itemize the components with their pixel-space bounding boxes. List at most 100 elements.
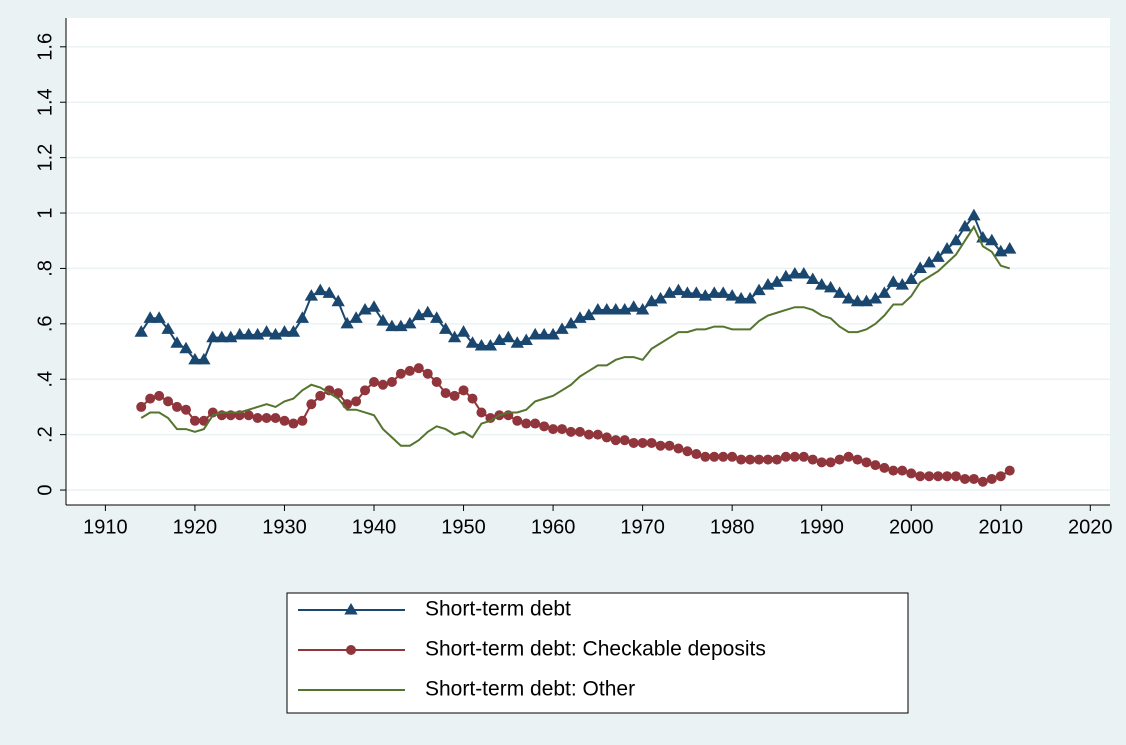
data-point bbox=[734, 291, 748, 304]
data-point bbox=[619, 435, 630, 446]
data-point bbox=[215, 330, 229, 343]
data-point bbox=[385, 319, 399, 332]
data-point bbox=[736, 454, 747, 465]
data-point bbox=[172, 401, 183, 412]
data-point bbox=[895, 278, 909, 290]
data-point bbox=[609, 302, 623, 315]
data-point bbox=[351, 396, 362, 407]
data-point bbox=[628, 437, 639, 448]
data-point bbox=[886, 275, 900, 287]
data-point bbox=[807, 454, 818, 465]
series-line bbox=[140, 224, 1011, 447]
data-point bbox=[977, 476, 988, 487]
data-point bbox=[261, 413, 272, 424]
data-point bbox=[259, 325, 274, 337]
data-point bbox=[537, 327, 551, 340]
data-point bbox=[456, 325, 471, 337]
legend-label: Short-term debt: Other bbox=[425, 678, 635, 701]
data-point bbox=[306, 399, 317, 410]
data-point bbox=[664, 440, 675, 451]
x-tick-label: 1940 bbox=[352, 516, 397, 538]
data-point bbox=[592, 429, 603, 440]
data-point bbox=[501, 330, 515, 343]
y-tick-label: .6 bbox=[34, 315, 56, 332]
data-point bbox=[530, 418, 541, 429]
data-point bbox=[950, 471, 961, 482]
data-point bbox=[798, 451, 809, 462]
data-point bbox=[922, 255, 936, 268]
data-point bbox=[403, 316, 417, 329]
data-point bbox=[404, 365, 415, 376]
data-point bbox=[340, 316, 354, 329]
x-tick-label: 1950 bbox=[441, 516, 486, 538]
data-point bbox=[940, 242, 954, 254]
data-point bbox=[557, 424, 568, 435]
data-point bbox=[528, 327, 542, 340]
data-point bbox=[754, 454, 765, 465]
data-point bbox=[788, 266, 802, 279]
data-point bbox=[198, 415, 209, 426]
data-point bbox=[924, 471, 935, 482]
data-point bbox=[564, 316, 578, 329]
data-point bbox=[565, 426, 576, 437]
data-point bbox=[431, 377, 442, 388]
legend-marker bbox=[346, 645, 356, 655]
data-point bbox=[689, 286, 703, 298]
data-point bbox=[252, 413, 263, 424]
data-point bbox=[789, 451, 800, 462]
data-point bbox=[762, 454, 773, 465]
y-tick-label: .4 bbox=[34, 371, 56, 388]
data-point bbox=[825, 457, 836, 468]
data-point bbox=[600, 302, 614, 315]
data-point bbox=[377, 379, 388, 390]
data-point bbox=[189, 415, 200, 426]
x-tick-label: 1930 bbox=[262, 516, 307, 538]
data-point bbox=[680, 286, 695, 298]
data-point bbox=[136, 401, 147, 412]
data-point bbox=[243, 410, 254, 421]
data-point bbox=[915, 471, 926, 482]
data-point bbox=[555, 322, 569, 334]
data-point bbox=[152, 311, 166, 323]
data-point bbox=[745, 454, 756, 465]
data-point bbox=[449, 390, 460, 401]
data-point bbox=[483, 338, 498, 351]
data-point bbox=[438, 322, 453, 334]
data-point bbox=[888, 465, 899, 476]
data-point bbox=[627, 300, 641, 312]
data-point bbox=[143, 311, 157, 323]
data-point bbox=[870, 460, 881, 471]
data-point bbox=[422, 368, 433, 379]
data-point bbox=[521, 418, 532, 429]
data-point bbox=[277, 325, 292, 337]
data-point bbox=[369, 377, 380, 388]
y-tick-label: 1.6 bbox=[34, 33, 56, 61]
data-point bbox=[440, 388, 451, 399]
data-point bbox=[386, 377, 397, 388]
data-point bbox=[709, 451, 720, 462]
data-point bbox=[653, 291, 668, 304]
data-point bbox=[583, 429, 594, 440]
x-tick-label: 2010 bbox=[979, 516, 1024, 538]
data-point bbox=[467, 393, 478, 404]
data-point bbox=[913, 261, 927, 273]
data-point bbox=[904, 272, 918, 285]
data-point bbox=[376, 314, 390, 326]
data-point bbox=[843, 451, 854, 462]
data-point bbox=[476, 407, 487, 418]
data-point bbox=[861, 457, 872, 468]
data-point bbox=[313, 283, 327, 296]
data-point bbox=[823, 280, 838, 293]
data-point bbox=[942, 471, 953, 482]
data-point bbox=[906, 468, 917, 479]
data-point bbox=[743, 291, 757, 304]
data-point bbox=[333, 388, 344, 399]
data-point bbox=[610, 435, 621, 446]
data-point bbox=[421, 305, 435, 318]
legend-marker bbox=[344, 603, 358, 615]
y-tick-label: 0 bbox=[34, 484, 56, 495]
data-point bbox=[539, 421, 550, 432]
data-point bbox=[958, 219, 972, 232]
data-point bbox=[519, 333, 533, 346]
